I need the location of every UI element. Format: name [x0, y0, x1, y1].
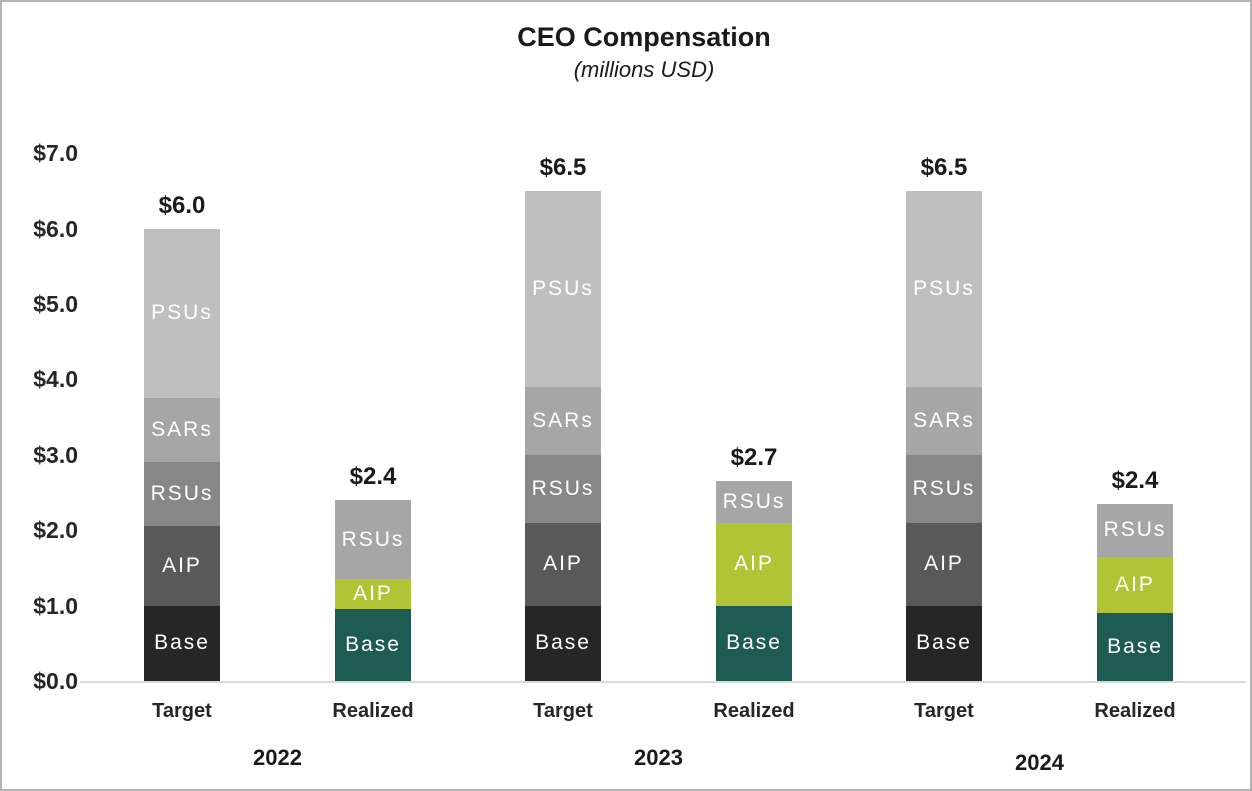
y-axis-tick-label: $4.0: [33, 366, 78, 393]
bar-segment-aip-2023-target: AIP: [525, 522, 601, 606]
bar-2023-realized: Base AIP RSUs: [716, 481, 792, 681]
bar-segment-base-2023-target: Base: [525, 605, 601, 681]
bar-segment-aip-2024-realized: AIP: [1097, 556, 1173, 614]
segment-label: RSUs: [912, 476, 976, 500]
segment-label: AIP: [543, 552, 583, 576]
x-axis-line: [80, 681, 1246, 683]
year-label: 2022: [253, 745, 302, 770]
segment-label: RSUs: [150, 482, 214, 506]
y-axis-tick-label: $5.0: [33, 291, 78, 317]
y-axis-tick-label: $0.0: [33, 668, 78, 694]
y-axis-tick-label: $1.0: [33, 592, 78, 619]
segment-label: Base: [535, 631, 591, 655]
segment-label: AIP: [353, 582, 393, 606]
bar-category-label: Realized: [713, 700, 795, 722]
bar-2022-realized: Base AIP RSUs: [335, 500, 411, 681]
bar-category-label: Target: [152, 700, 212, 722]
bar-total-label: $6.5: [920, 153, 968, 181]
segment-label: PSUs: [151, 301, 213, 325]
bar-segment-psus-2024-target: PSUs: [906, 190, 982, 387]
year-label: 2024: [1015, 750, 1064, 775]
bar-segment-rsus-2024-target: RSUs: [906, 454, 982, 523]
segment-label: RSUs: [1103, 518, 1167, 542]
bar-2024-target: Base AIP RSUs SARs PSUs: [906, 190, 982, 681]
bar-total-label: $2.7: [730, 444, 778, 472]
bar-total-label: $6.5: [539, 153, 587, 181]
year-label: 2023: [634, 745, 683, 770]
y-axis-tick-label: $6.0: [33, 215, 78, 242]
segment-label: SARs: [532, 408, 594, 432]
segment-label: SARs: [913, 408, 975, 432]
bar-2023-target: Base AIP RSUs SARs PSUs: [525, 190, 601, 681]
segment-label: Base: [726, 631, 782, 655]
y-axis-tick-label: $2.0: [33, 517, 78, 544]
bar-segment-rsus-2022-realized: RSUs: [335, 500, 411, 580]
segment-label: RSUs: [531, 476, 595, 500]
bar-segment-rsus-2022-target: RSUs: [144, 462, 220, 527]
bar-segment-sars-2022-target: SARs: [144, 398, 220, 463]
chart-subtitle: (millions USD): [573, 57, 715, 82]
segment-label: SARs: [151, 418, 213, 442]
segment-label: Base: [345, 633, 401, 657]
bar-segment-sars-2023-target: SARs: [525, 386, 601, 455]
bar-segment-rsus-2023-realized: RSUs: [716, 481, 792, 523]
bar-segment-psus-2023-target: PSUs: [525, 190, 601, 387]
segment-label: AIP: [924, 552, 964, 576]
bar-segment-base-2022-realized: Base: [335, 609, 411, 681]
segment-label: Base: [154, 631, 210, 655]
segment-label: Base: [1107, 635, 1163, 659]
y-axis-tick-label: $7.0: [33, 140, 78, 167]
bar-segment-psus-2022-target: PSUs: [144, 228, 220, 399]
bar-segment-sars-2024-target: SARs: [906, 386, 982, 455]
segment-label: AIP: [1115, 572, 1155, 596]
bar-segment-aip-2022-realized: AIP: [335, 579, 411, 610]
bar-category-label: Target: [914, 700, 974, 722]
bar-segment-rsus-2024-realized: RSUs: [1097, 503, 1173, 557]
bar-segment-base-2023-realized: Base: [716, 605, 792, 681]
y-axis-tick-label: $3.0: [33, 441, 78, 468]
chart-title: CEO Compensation: [517, 22, 771, 52]
segment-label: AIP: [162, 554, 202, 578]
bar-2024-realized: Base AIP RSUs: [1097, 503, 1173, 681]
bar-category-label: Realized: [332, 700, 414, 722]
bar-segment-aip-2022-target: AIP: [144, 526, 220, 606]
bar-segment-base-2024-realized: Base: [1097, 613, 1173, 681]
segment-label: PSUs: [913, 276, 975, 300]
segment-label: AIP: [734, 552, 774, 576]
bar-2022-target: Base AIP RSUs SARs PSUs: [144, 228, 220, 681]
segment-label: RSUs: [341, 527, 405, 551]
bar-total-label: $2.4: [1111, 466, 1159, 494]
segment-label: PSUs: [532, 276, 594, 300]
bar-segment-aip-2024-target: AIP: [906, 522, 982, 606]
bar-segment-base-2024-target: Base: [906, 605, 982, 681]
segment-label: Base: [916, 631, 972, 655]
bar-segment-rsus-2023-target: RSUs: [525, 454, 601, 523]
bar-segment-aip-2023-realized: AIP: [716, 522, 792, 606]
bar-total-label: $6.0: [158, 191, 206, 219]
segment-label: RSUs: [722, 489, 786, 513]
bar-category-label: Target: [533, 700, 593, 722]
bar-total-label: $2.4: [349, 463, 397, 491]
bar-category-label: Realized: [1094, 700, 1176, 722]
bar-segment-base-2022-target: Base: [144, 605, 220, 681]
